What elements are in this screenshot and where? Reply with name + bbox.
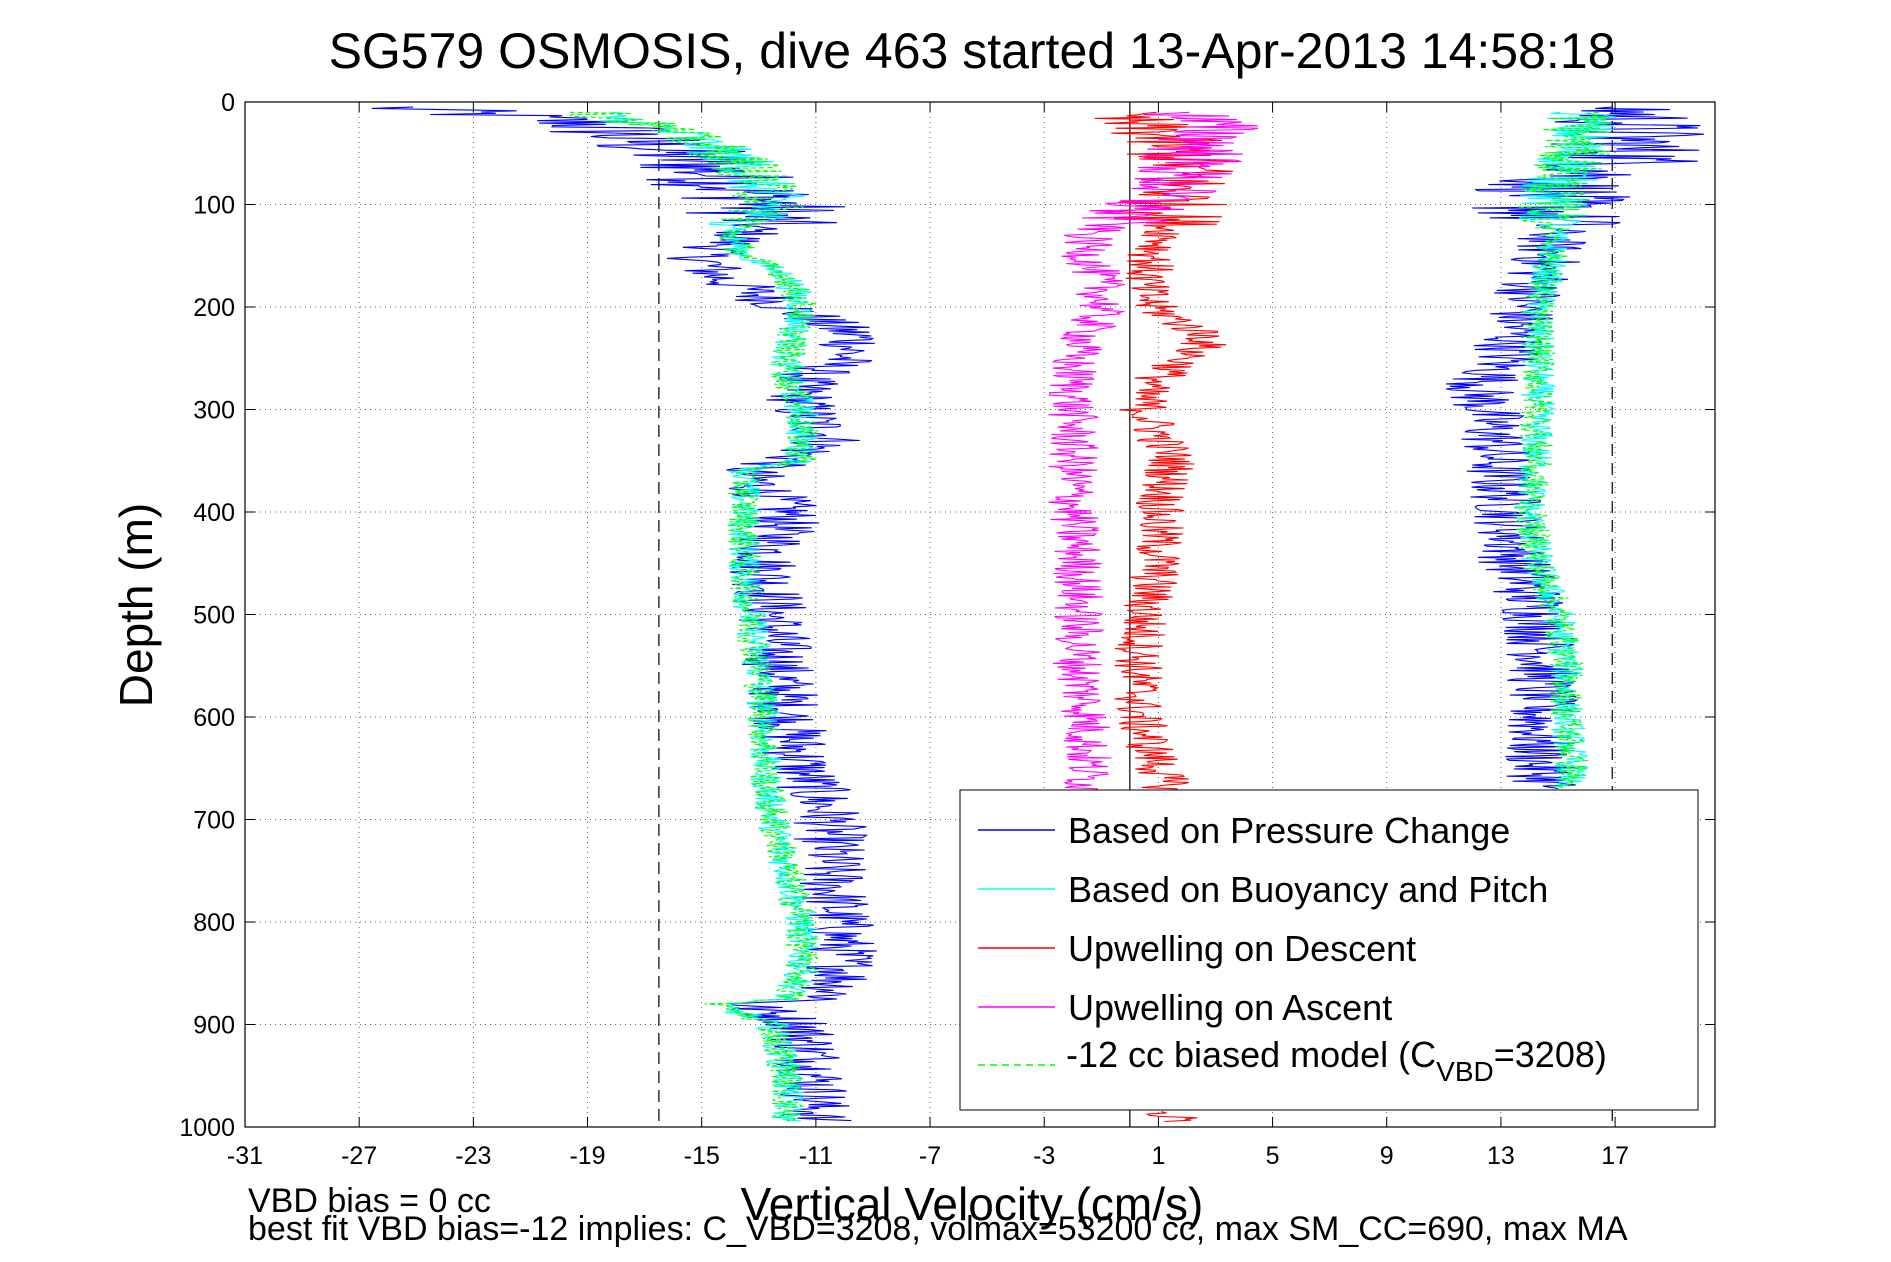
legend-label: Based on Buoyancy and Pitch — [1068, 869, 1548, 910]
y-tick-label: 500 — [193, 602, 235, 630]
x-tick-label: -31 — [227, 1142, 263, 1170]
x-tick-label: 17 — [1601, 1142, 1629, 1170]
y-tick-label: 300 — [193, 397, 235, 425]
x-tick-label: -11 — [799, 1142, 833, 1170]
legend-label: Upwelling on Ascent — [1068, 987, 1392, 1028]
y-tick-label: 200 — [193, 294, 235, 322]
x-tick-label: -7 — [919, 1142, 941, 1170]
series-line — [569, 111, 819, 1122]
legend-label-main: -12 cc biased model (C — [1066, 1034, 1436, 1075]
y-tick-label: 100 — [193, 192, 235, 220]
y-axis-label: Depth (m) — [110, 503, 162, 707]
y-tick-label: 600 — [193, 704, 235, 732]
series-line — [1094, 111, 1239, 800]
x-tick-label: 5 — [1266, 1142, 1280, 1170]
legend-item: Upwelling on Descent — [978, 928, 1416, 969]
x-tick-label: 9 — [1380, 1142, 1394, 1170]
y-tick-label: 1000 — [179, 1114, 235, 1142]
x-tick-label: -19 — [569, 1142, 605, 1170]
x-axis: -31 -27 -23 -19 -15 -11 -7 -3 1 5 9 13 17 — [227, 102, 1629, 1170]
x-tick-label: 1 — [1151, 1142, 1165, 1170]
y-tick-label: 0 — [221, 89, 235, 117]
y-tick-label: 900 — [193, 1012, 235, 1040]
footer-line-1: VBD bias = 0 cc — [248, 1182, 491, 1220]
series-line — [1145, 1111, 1198, 1123]
series-3 — [1048, 111, 1259, 800]
legend: Based on Pressure Change Based on Buoyan… — [959, 789, 1699, 1111]
series-2 — [1094, 111, 1239, 1123]
legend-label-subscript: VBD — [1436, 1056, 1494, 1087]
x-tick-label: 13 — [1487, 1142, 1515, 1170]
legend-item: Based on Buoyancy and Pitch — [978, 869, 1548, 910]
chart-title: SG579 OSMOSIS, dive 463 started 13-Apr-2… — [329, 23, 1616, 79]
legend-item: Upwelling on Ascent — [978, 987, 1392, 1028]
x-tick-label: -3 — [1033, 1142, 1055, 1170]
legend-label: Based on Pressure Change — [1068, 810, 1510, 851]
series-line — [1048, 111, 1259, 800]
y-tick-label: 700 — [193, 807, 235, 835]
series-line — [1513, 111, 1612, 789]
series-4 — [569, 111, 1612, 1122]
x-axis-label: Vertical Velocity (cm/s) — [741, 1178, 1204, 1230]
data-series — [371, 106, 1705, 1123]
legend-label-tail: =3208) — [1494, 1034, 1607, 1075]
series-line — [599, 111, 819, 1122]
footer-line-2: best fit VBD bias=-12 implies: C_VBD=320… — [248, 1210, 1628, 1248]
x-tick-label: -27 — [341, 1142, 377, 1170]
y-tick-label: 800 — [193, 909, 235, 937]
x-tick-label: -23 — [455, 1142, 491, 1170]
y-axis: 0 100 200 300 400 500 600 700 800 900 1000 — [179, 89, 1715, 1142]
legend-item: -12 cc biased model (CVBD=3208) — [978, 1034, 1607, 1087]
legend-label: -12 cc biased model (CVBD=3208) — [1066, 1034, 1607, 1087]
legend-item: Based on Pressure Change — [978, 810, 1510, 851]
legend-label: Upwelling on Descent — [1068, 928, 1416, 969]
series-line — [371, 106, 877, 1122]
y-tick-label: 400 — [193, 499, 235, 527]
legend-box — [959, 789, 1699, 1111]
x-tick-label: -15 — [684, 1142, 720, 1170]
